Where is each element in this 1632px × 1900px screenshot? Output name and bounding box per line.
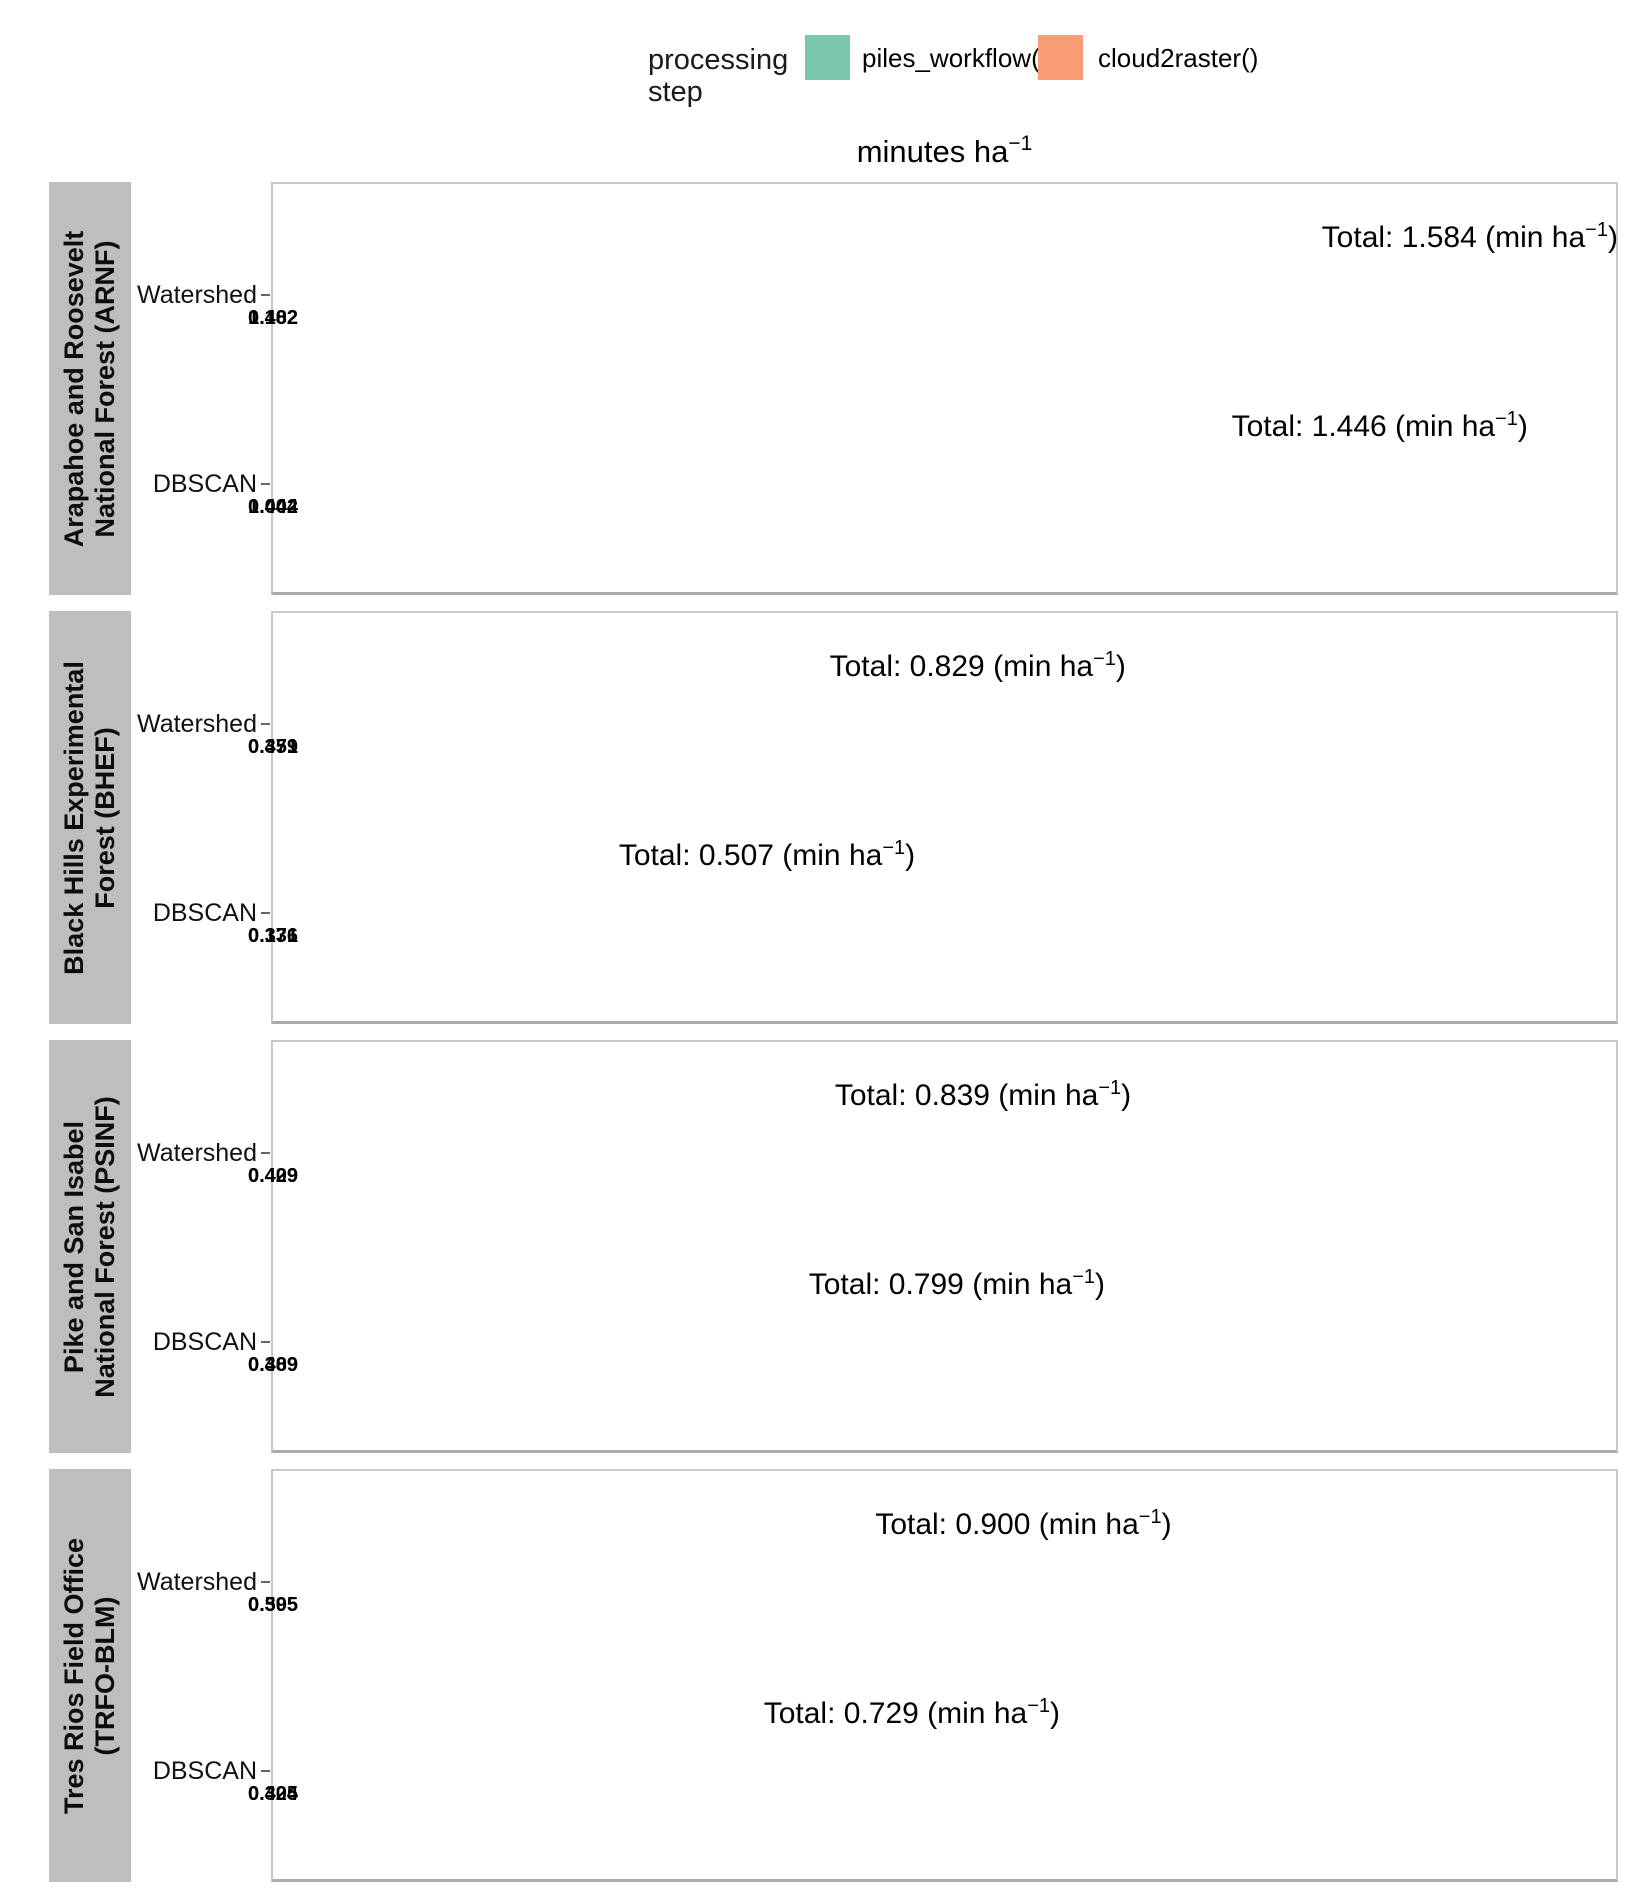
total-label-close: ): [1161, 1507, 1172, 1541]
legend-key-cloud2raster-swatch: [1038, 35, 1083, 80]
bar-value-label: 0.136: [247, 924, 299, 947]
total-label-text: Total: 0.829 (min ha: [829, 649, 1094, 683]
facet-strip-label-line1: Black Hills Experimental: [58, 660, 89, 975]
bar-value-label: 0.409: [247, 1353, 299, 1376]
x-axis-title: minutes ha−1: [271, 132, 1618, 170]
y-axis-tick-label: DBSCAN: [152, 470, 257, 498]
y-axis-tick-label: DBSCAN: [152, 1757, 257, 1785]
y-axis-tick-label: Watershed: [137, 1568, 257, 1596]
legend-title: processing step: [648, 44, 788, 109]
y-axis-tick-mark: [261, 483, 270, 485]
y-axis-tick-mark: [261, 723, 270, 725]
total-label-superscript: −1: [1093, 647, 1116, 670]
total-label-close: ): [1121, 1078, 1132, 1112]
x-axis-title-superscript: −1: [1008, 132, 1033, 155]
facet-panel: 0.371 0.459 Total: 0.829 (min ha−1) 0.371 0.…: [248, 611, 1618, 1024]
bar-value-label: 0.429: [247, 1164, 299, 1187]
total-label-superscript: −1: [1495, 407, 1518, 430]
total-label-text: Total: 0.507 (min ha: [618, 838, 883, 872]
total-label: Total: 1.584 (min ha−1): [1322, 219, 1618, 255]
total-label-text: Total: 1.446 (min ha: [1231, 409, 1496, 443]
facet-strip-label-line1: Pike and San Isabel: [58, 1120, 89, 1373]
y-axis-tick-mark: [261, 1341, 270, 1343]
total-label-text: Total: 0.799 (min ha: [808, 1267, 1073, 1301]
y-axis-tick-label: DBSCAN: [152, 899, 257, 927]
total-label-text: Total: 0.839 (min ha: [834, 1078, 1099, 1112]
y-axis-tick-mark: [261, 294, 270, 296]
total-label: Total: 0.829 (min ha−1): [830, 648, 1126, 684]
total-label: Total: 1.446 (min ha−1): [1232, 408, 1528, 444]
facet-strip: Black Hills Experimental Forest (BHEF): [49, 611, 131, 1024]
total-label-superscript: −1: [1585, 218, 1608, 241]
total-label-superscript: −1: [1027, 1694, 1051, 1717]
bar-value-label: 0.305: [247, 1593, 299, 1616]
facet-panel: 0.409 0.429 Total: 0.839 (min ha−1) 0.409 0.…: [248, 1040, 1618, 1453]
y-axis-tick-mark: [261, 1770, 270, 1772]
legend-key-piles-workflow-swatch: [805, 35, 850, 80]
total-label-text: Total: 0.729 (min ha: [763, 1696, 1028, 1730]
total-label-text: Total: 1.584 (min ha: [1321, 220, 1586, 254]
total-label-text: Total: 0.900 (min ha: [875, 1507, 1139, 1541]
total-label-close: ): [1115, 649, 1126, 683]
x-axis-title-text: minutes ha: [856, 134, 1009, 169]
total-label: Total: 0.729 (min ha−1): [764, 1695, 1060, 1731]
total-label-superscript: −1: [1098, 1076, 1122, 1099]
total-label-close: ): [905, 838, 916, 872]
total-label-superscript: −1: [1072, 1265, 1096, 1288]
facet-strip-label: Arapahoe and Roosevelt National Forest (A…: [59, 230, 121, 547]
bar-value-label: 0.305: [247, 1782, 299, 1805]
bar-value-label: 0.182: [247, 306, 299, 329]
total-label-close: ): [1095, 1267, 1106, 1301]
bar-value-label: 0.371: [247, 924, 299, 947]
facet-strip: Tres Rios Field Office (TRFO-BLM): [49, 1469, 131, 1882]
legend-title-line2: step: [648, 76, 703, 109]
facet-strip-label-line1: Tres Rios Field Office: [58, 1537, 89, 1814]
y-axis-tick-label: Watershed: [137, 281, 257, 309]
bar-value-label: 1.402: [247, 495, 299, 518]
y-axis-tick-label: DBSCAN: [152, 1328, 257, 1356]
y-axis-tick-mark: [261, 1581, 270, 1583]
total-label-superscript: −1: [1138, 1505, 1162, 1528]
y-axis-tick-mark: [261, 1152, 270, 1154]
facet-strip-label-line1: Arapahoe and Roosevelt: [58, 230, 89, 547]
total-label-close: ): [1607, 220, 1618, 254]
legend-label-piles-workflow: piles_workflow(): [862, 43, 1049, 73]
total-label: Total: 0.900 (min ha−1): [875, 1506, 1171, 1542]
total-label: Total: 0.839 (min ha−1): [835, 1077, 1131, 1113]
legend-title-line1: processing: [648, 44, 789, 76]
bar-value-label: 0.459: [247, 735, 299, 758]
total-label-superscript: −1: [882, 836, 906, 859]
facet-panel: 1.402 0.182 Total: 1.584 (min ha−1) 1.402 0.…: [248, 182, 1618, 595]
bar-value-label: 0.044: [247, 495, 299, 518]
y-axis-tick-label: Watershed: [137, 710, 257, 738]
total-label: Total: 0.507 (min ha−1): [619, 837, 915, 873]
facet-strip: Pike and San Isabel National Forest (PSIN…: [49, 1040, 131, 1453]
bar-value-label: 0.371: [247, 735, 299, 758]
bar-value-label: 0.409: [247, 1164, 299, 1187]
bar-value-label: 0.595: [247, 1593, 299, 1616]
total-label-close: ): [1517, 409, 1528, 443]
y-axis-tick-label: Watershed: [137, 1139, 257, 1167]
total-label-close: ): [1050, 1696, 1061, 1730]
bar-value-label: 1.402: [247, 306, 299, 329]
facet-panel: 0.305 0.595 Total: 0.900 (min ha−1) 0.305 0.…: [248, 1469, 1618, 1882]
total-label: Total: 0.799 (min ha−1): [809, 1266, 1105, 1302]
bar-value-label: 0.389: [247, 1353, 299, 1376]
y-axis-tick-mark: [261, 912, 270, 914]
legend-label-cloud2raster: cloud2raster(): [1098, 43, 1259, 73]
facet-strip-label-line2: National Forest (ARNF): [90, 240, 120, 538]
facet-strip: Arapahoe and Roosevelt National Forest (A…: [49, 182, 131, 595]
bar-value-label: 0.424: [247, 1782, 299, 1805]
